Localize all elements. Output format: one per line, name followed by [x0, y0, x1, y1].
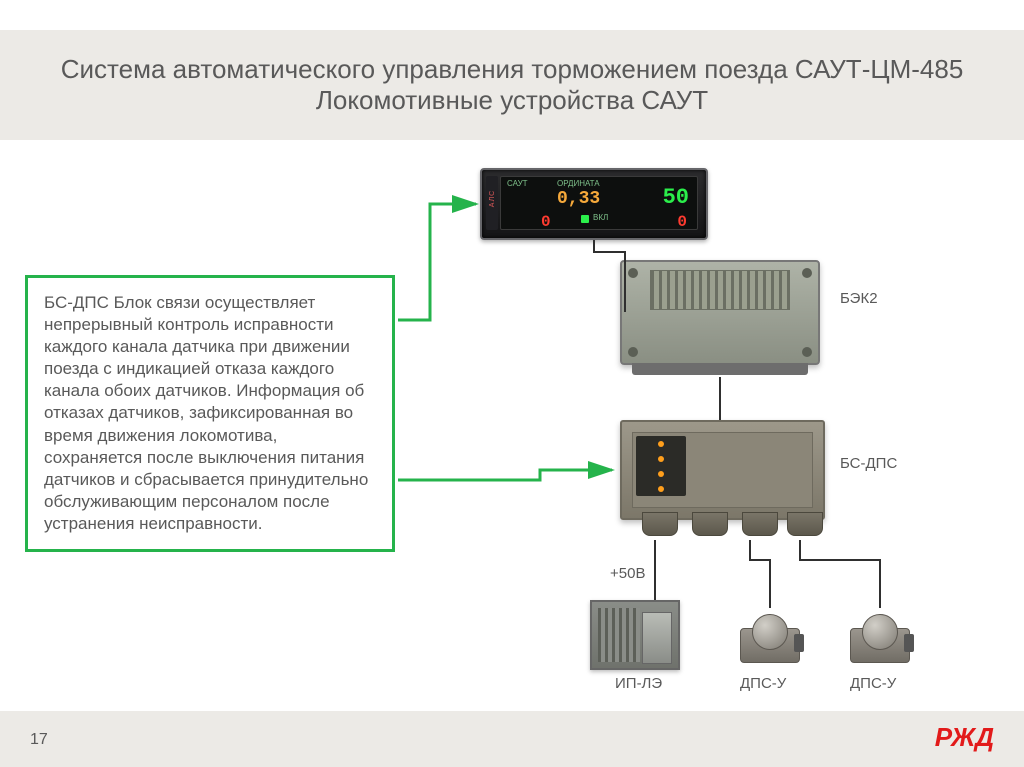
bek2-label: БЭК2 [840, 290, 878, 307]
info-box-text: БС-ДПС Блок связи осуществляет непрерывн… [44, 293, 368, 533]
page-number: 17 [30, 731, 48, 749]
dps1-label: ДПС-У [740, 675, 786, 692]
device-dps-1 [740, 608, 800, 668]
zero-left: 0 [541, 213, 551, 231]
als-strip: АЛС [486, 176, 498, 230]
footer-band [0, 711, 1024, 767]
device-bek2 [620, 260, 820, 365]
saut-display-panel: АЛС САУТ ОРДИНАТА 0,33 50 0 0 ВКЛ [480, 168, 708, 240]
vkl-led [581, 215, 589, 223]
ordinata-value: 0,33 [557, 189, 600, 209]
device-dps-2 [850, 608, 910, 668]
speed-value: 50 [663, 185, 689, 210]
page-title: Система автоматического управления тормо… [60, 54, 964, 116]
vkl-label: ВКЛ [593, 213, 608, 222]
info-box-bsdps: БС-ДПС Блок связи осуществляет непрерывн… [25, 275, 395, 552]
diagram-area: АЛС САУТ ОРДИНАТА 0,33 50 0 0 ВКЛ БЭК2 Б… [420, 160, 1000, 680]
iple-label: ИП-ЛЭ [615, 675, 662, 692]
bsdps-label: БС-ДПС [840, 455, 897, 472]
zero-right: 0 [677, 213, 687, 231]
saut-screen: САУТ ОРДИНАТА 0,33 50 0 0 ВКЛ [500, 176, 698, 230]
saut-brand: САУТ [507, 179, 528, 188]
device-bsdps [620, 420, 825, 520]
dps2-label: ДПС-У [850, 675, 896, 692]
voltage-label: +50В [610, 565, 645, 582]
title-band: Система автоматического управления тормо… [0, 30, 1024, 140]
device-iple [590, 600, 680, 670]
rzd-logo: РЖД [935, 722, 994, 753]
als-label: АЛС [489, 190, 496, 207]
ordinata-label: ОРДИНАТА [557, 179, 600, 188]
